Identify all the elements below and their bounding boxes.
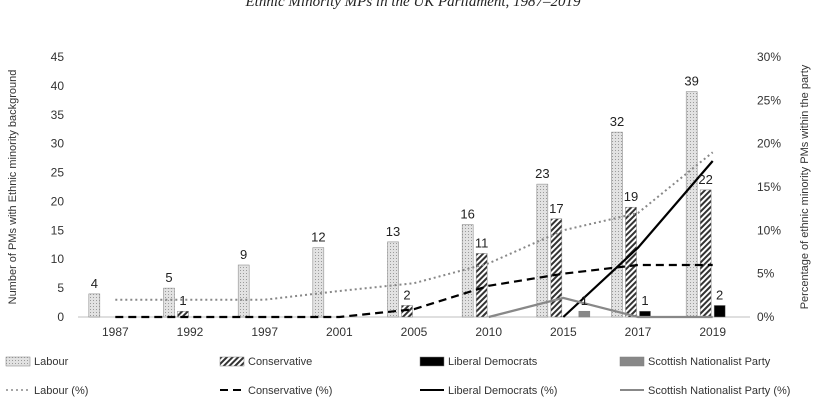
legend-label: Labour (%): [34, 385, 88, 397]
data-label: 23: [535, 166, 549, 181]
data-label: 16: [460, 207, 474, 222]
series-line: [115, 263, 713, 319]
y-tick-label: 20: [51, 194, 65, 208]
bar: [713, 305, 726, 318]
data-label: 9: [240, 247, 247, 262]
x-tick-label: 2005: [401, 325, 428, 339]
x-tick-label: 2015: [550, 325, 577, 339]
y2-tick-label: 5%: [757, 267, 775, 281]
y-tick-label: 45: [51, 50, 65, 64]
legend-label: Scottish Nationalist Party (%): [648, 385, 790, 397]
x-tick-label: 2017: [625, 325, 652, 339]
y-tick-label: 35: [51, 108, 65, 122]
legend: Labour Conservative Liberal Democrats Scott…: [5, 356, 790, 397]
legend-label: Labour: [34, 356, 69, 368]
legend-label: Scottish Nationalist Party: [648, 356, 771, 368]
legend-label: Liberal Democrats (%): [448, 385, 557, 397]
y2-tick-label: 15%: [757, 180, 781, 194]
bars: [88, 91, 726, 318]
bar: [578, 310, 591, 318]
series-line: [115, 151, 714, 301]
y-tick-label: 10: [51, 252, 65, 266]
bar: [237, 264, 250, 318]
data-label: 22: [698, 172, 712, 187]
data-label: 1: [641, 293, 648, 308]
lines: [115, 151, 714, 319]
data-label: 13: [386, 224, 400, 239]
y2-tick-label: 25%: [757, 93, 781, 107]
bar: [88, 293, 101, 318]
bar: [475, 253, 488, 318]
bar: [699, 189, 712, 318]
data-label: 17: [549, 201, 563, 216]
legend-label: Conservative (%): [248, 385, 332, 397]
legend-swatch: [219, 356, 245, 367]
y-axis-title: Number of PMs with Ethnic minority backg…: [7, 70, 19, 305]
y-tick-label: 40: [51, 79, 65, 93]
y2-tick-label: 0%: [757, 310, 775, 324]
bar: [387, 241, 399, 318]
chart-title: Ethnic Minority MPs in the UK Parliament…: [245, 0, 581, 10]
data-label: 1: [581, 293, 588, 308]
y-tick-label: 30: [51, 137, 65, 151]
x-tick-label: 2019: [699, 325, 726, 339]
bar: [685, 91, 698, 318]
y2-tick-label: 20%: [757, 137, 781, 151]
data-label: 32: [610, 114, 624, 129]
y2-axis-title: Percentage of ethnic minority PMs within…: [799, 64, 811, 309]
series-line: [562, 160, 714, 318]
x-tick-label: 1997: [251, 325, 278, 339]
y-tick-label: 5: [57, 281, 64, 295]
data-label: 11: [475, 235, 489, 250]
legend-swatch: [5, 356, 31, 367]
data-label: 5: [165, 270, 172, 285]
data-label: 2: [716, 287, 723, 302]
series-line: [488, 296, 713, 319]
y2-tick-label: 10%: [757, 223, 781, 237]
y-tick-label: 15: [51, 223, 65, 237]
data-label: 19: [624, 189, 638, 204]
legend-label: Conservative: [248, 356, 312, 368]
bar: [312, 247, 325, 318]
data-label: 12: [311, 230, 325, 245]
data-label: 2: [403, 287, 410, 302]
data-label: 4: [91, 276, 98, 291]
axes: 0510152025303540450%5%10%15%20%25%30%198…: [7, 50, 811, 339]
y-tick-label: 25: [51, 166, 65, 180]
bar: [611, 131, 623, 318]
legend-label: Liberal Democrats: [448, 356, 538, 368]
x-tick-label: 2001: [326, 325, 353, 339]
data-label: 39: [684, 74, 698, 89]
x-tick-label: 1992: [177, 325, 204, 339]
bar: [163, 287, 175, 318]
data-label: 1: [179, 293, 186, 308]
legend-swatch: [619, 356, 645, 367]
bar: [536, 183, 549, 318]
bar: [461, 224, 474, 318]
bar: [625, 206, 637, 318]
y2-tick-label: 30%: [757, 50, 781, 64]
bar: [550, 218, 563, 318]
x-tick-label: 1987: [102, 325, 129, 339]
x-tick-label: 2010: [475, 325, 502, 339]
y-tick-label: 0: [57, 310, 64, 324]
legend-swatch: [419, 356, 445, 367]
